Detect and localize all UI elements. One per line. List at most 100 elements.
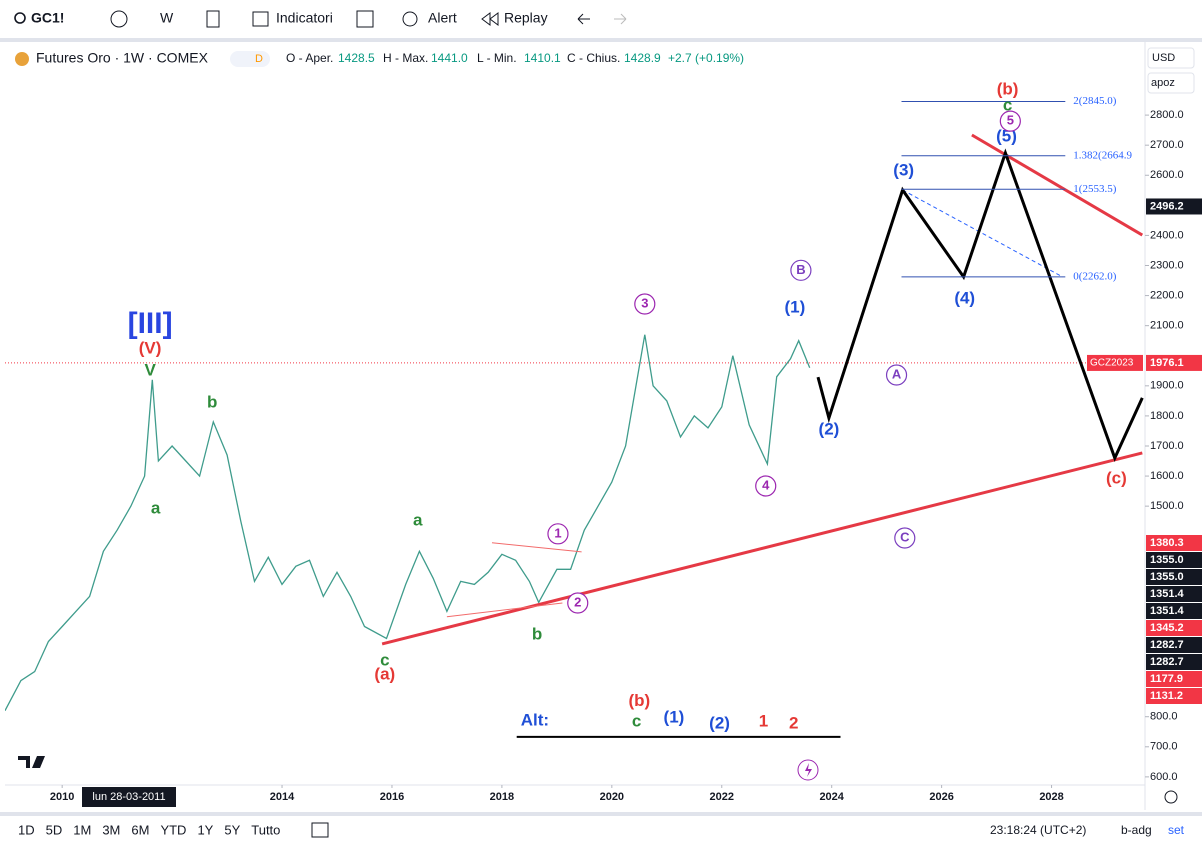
wave-label: 1 [759, 711, 768, 730]
wave-label: C [900, 529, 910, 544]
x-tick-label: 2028 [1039, 791, 1063, 803]
stacked-tag-bg [1146, 569, 1202, 585]
settings-link[interactable]: set [1168, 823, 1185, 837]
legend-title: Futures Oro · 1W · COMEX [36, 50, 209, 66]
price-tag: 2496.2 [1150, 200, 1184, 212]
ohlc-low-label: L - Min. [477, 51, 517, 65]
stacked-tag: 1282.7 [1150, 639, 1184, 651]
layouts-button[interactable] [356, 10, 374, 28]
wave-label: V [144, 361, 156, 380]
range-button[interactable]: 5Y [224, 822, 240, 837]
x-tick-label: 2026 [929, 791, 953, 803]
range-button[interactable]: Tutto [251, 822, 280, 837]
wave-label: c [380, 651, 389, 670]
wave-circle [567, 592, 589, 614]
y-tick-label: 2800.0 [1150, 109, 1184, 121]
x-tick-label: 2014 [270, 791, 295, 803]
chart-type-button[interactable] [206, 10, 220, 28]
stacked-tag: 1345.2 [1150, 622, 1184, 634]
y-tick-label: 1800.0 [1150, 410, 1184, 422]
tv-logo [18, 756, 45, 768]
y-tick-label: 2600.0 [1150, 169, 1184, 181]
wave-label: c [1003, 96, 1012, 115]
symbol-logo [15, 52, 29, 66]
wave-label: (b) [997, 80, 1019, 99]
wave-label: [III] [128, 307, 173, 340]
symbol[interactable]: GC1! [31, 10, 64, 26]
ohlc-open-label: O - Aper. [286, 51, 333, 65]
currency[interactable]: USD [1152, 52, 1175, 64]
crosshair-label-bg [82, 787, 176, 807]
date-range-button[interactable] [311, 822, 329, 838]
wave-label: (3) [893, 161, 914, 180]
undo-button[interactable] [577, 13, 590, 25]
range-button[interactable]: YTD [160, 822, 186, 837]
badge-bg [230, 51, 270, 67]
wave-label: (4) [954, 289, 975, 308]
wave-label: (2) [819, 420, 840, 439]
range-button[interactable]: 1D [18, 822, 35, 837]
ohlc-high: 1441.0 [431, 51, 468, 65]
replay-icon [481, 12, 499, 26]
y-tick-label: 2400.0 [1150, 229, 1184, 241]
indicators-button[interactable]: Indicatori [276, 10, 333, 26]
wave-label: (2) [709, 713, 730, 732]
separator [0, 812, 1202, 816]
range-button[interactable]: 1Y [197, 822, 213, 837]
wave-label: Alt: [521, 710, 549, 729]
settings-icon[interactable] [1164, 790, 1178, 804]
mode-box[interactable] [1147, 72, 1195, 94]
stacked-tag: 1131.2 [1150, 690, 1183, 702]
wave-label: b [207, 392, 217, 411]
wave-label: c [632, 711, 641, 730]
range-button[interactable]: 6M [131, 822, 149, 837]
wave-label: (V) [139, 339, 162, 358]
range-bar: 1D 5D 1M 3M 6M YTD 1Y 5Y Tutto [18, 822, 280, 837]
badge: D [255, 53, 263, 65]
range-button[interactable]: 3M [102, 822, 120, 837]
wave-label: B [796, 262, 805, 277]
trend-line [971, 133, 1144, 237]
x-tick-label: 2018 [490, 791, 514, 803]
stacked-tag: 1351.4 [1150, 605, 1185, 617]
stacked-tag-bg [1146, 688, 1202, 704]
x-tick-label: 2022 [710, 791, 734, 803]
range-button[interactable]: 5D [46, 822, 63, 837]
range-button[interactable]: 1M [73, 822, 91, 837]
price-tag-bg [1146, 198, 1202, 215]
y-tick-label: 2100.0 [1150, 320, 1184, 332]
wave-label: (a) [374, 664, 395, 683]
wave-circle [999, 110, 1021, 132]
lightning-icon[interactable] [797, 759, 819, 781]
wave-label: a [413, 510, 423, 529]
wave-label: b [532, 624, 542, 643]
interval[interactable]: W [160, 10, 174, 26]
wave-label: 3 [641, 295, 648, 310]
wave-circle [885, 364, 908, 386]
current-price-tag-bg [1146, 354, 1202, 371]
currency-box[interactable] [1147, 47, 1195, 69]
stacked-tag: 1355.0 [1150, 571, 1184, 583]
ohlc-low: 1410.1 [524, 51, 561, 65]
ohlc-close-label: C - Chius. [567, 51, 620, 65]
x-tick-label: 2020 [600, 791, 624, 803]
add-button[interactable] [110, 10, 128, 28]
alert-button[interactable]: Alert [428, 10, 457, 26]
wave-circle [790, 259, 812, 281]
y-tick-label: 1600.0 [1150, 470, 1184, 482]
y-tick-label: 800.0 [1150, 711, 1178, 723]
stacked-tag: 1177.9 [1150, 673, 1183, 685]
y-tick-label: 700.0 [1150, 741, 1178, 753]
stacked-tag: 1351.4 [1150, 588, 1185, 600]
adjust[interactable]: b-adg [1121, 823, 1152, 837]
redo-button[interactable] [614, 13, 627, 25]
y-tick-label: 1900.0 [1150, 380, 1184, 392]
symbol-tag-bg [1087, 354, 1143, 371]
scale-mode[interactable]: apoz [1151, 77, 1175, 89]
wave-circle [547, 523, 569, 545]
replay-button[interactable]: Replay [504, 10, 548, 26]
wave-label: a [151, 499, 161, 518]
wave-label: (b) [628, 691, 650, 710]
